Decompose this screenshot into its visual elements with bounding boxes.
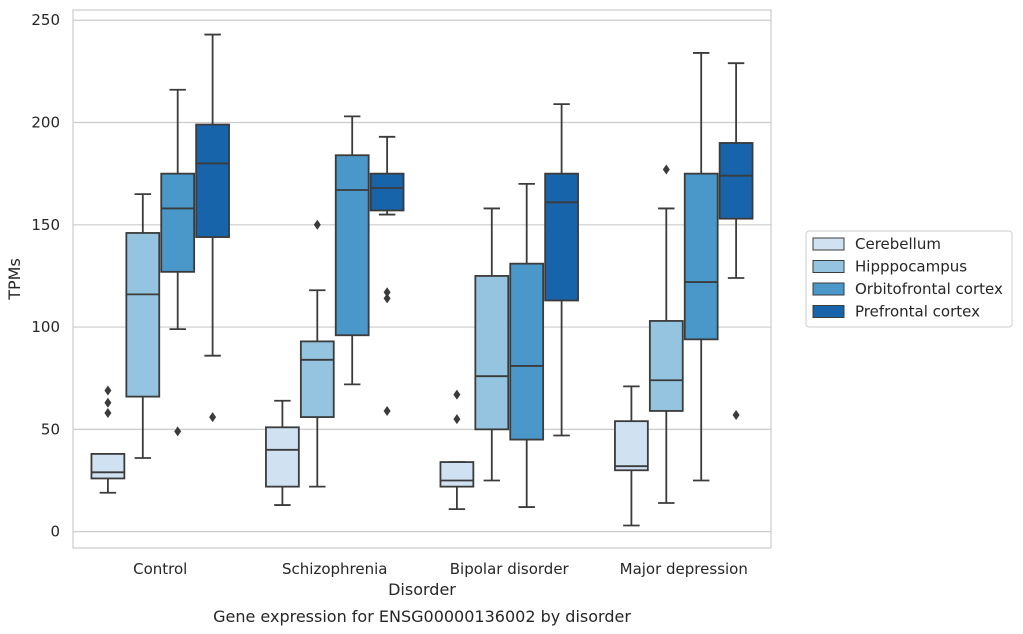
box-body bbox=[718, 142, 754, 220]
y-tick-labels: 0 50 100 150 200 250 bbox=[31, 11, 60, 540]
y-tick-50: 50 bbox=[41, 420, 60, 438]
x-tick-labels: Control Schizophrenia Bipolar disorder Majo… bbox=[133, 560, 748, 578]
outlier-point bbox=[383, 293, 391, 304]
x-axis-label: Disorder bbox=[388, 580, 456, 599]
box-body bbox=[439, 461, 475, 488]
legend-label-orbitofrontal-cortex: Orbitofrontal cortex bbox=[855, 280, 1003, 298]
x-tick-schizophrenia: Schizophrenia bbox=[282, 560, 387, 578]
legend-swatch-cerebellum bbox=[812, 237, 845, 251]
plot-frame bbox=[72, 9, 772, 549]
y-axis-label: TPMs bbox=[5, 258, 24, 301]
legend-label-prefrontal-cortex: Prefrontal cortex bbox=[855, 303, 980, 321]
outlier-point bbox=[104, 385, 112, 396]
box-body bbox=[544, 172, 579, 302]
outlier-point bbox=[383, 405, 391, 416]
legend-frame bbox=[805, 230, 1013, 328]
box-control-cerebellum bbox=[90, 385, 126, 494]
box-major-depression-cerebellum bbox=[614, 385, 649, 527]
box-control-orbitofrontal-cortex bbox=[160, 88, 196, 437]
box-control-hipppocampus bbox=[125, 193, 161, 459]
outlier-point bbox=[104, 407, 112, 418]
box-body bbox=[195, 123, 230, 238]
box-body bbox=[90, 453, 126, 480]
legend-swatch-hipppocampus bbox=[812, 260, 845, 273]
outlier-point bbox=[732, 410, 740, 421]
legend-swatch-orbitofrontal-cortex bbox=[812, 282, 845, 296]
box-major-depression-prefrontal-cortex bbox=[718, 62, 754, 421]
box-bipolar-disorder-orbitofrontal-cortex bbox=[509, 182, 545, 508]
box-body bbox=[125, 232, 161, 398]
box-major-depression-hipppocampus bbox=[648, 164, 684, 504]
legend-swatch-prefrontal-cortex bbox=[812, 305, 845, 318]
outlier-point bbox=[313, 219, 321, 230]
legend-label-hipppocampus: Hipppocampus bbox=[855, 258, 967, 276]
y-tick-150: 150 bbox=[31, 216, 60, 234]
box-bipolar-disorder-cerebellum bbox=[439, 389, 475, 511]
box-body bbox=[509, 262, 545, 441]
box-body bbox=[265, 426, 300, 488]
outlier-point bbox=[209, 412, 217, 423]
outlier-point bbox=[453, 414, 461, 425]
box-groups bbox=[90, 33, 754, 527]
box-body bbox=[683, 172, 719, 341]
y-tick-250: 250 bbox=[31, 11, 60, 29]
chart-title: Gene expression for ENSG00000136002 by d… bbox=[213, 607, 631, 626]
outlier-point bbox=[662, 164, 670, 175]
outlier-point bbox=[104, 397, 112, 408]
outlier-point bbox=[453, 389, 461, 400]
box-schizophrenia-cerebellum bbox=[265, 399, 300, 506]
x-tick-major-depression: Major depression bbox=[620, 560, 748, 578]
box-body bbox=[299, 340, 335, 418]
x-tick-control: Control bbox=[133, 560, 187, 578]
box-major-depression-orbitofrontal-cortex bbox=[683, 52, 719, 482]
legend: Cerebellum Hipppocampus Orbitofrontal cort… bbox=[805, 230, 1013, 328]
box-schizophrenia-prefrontal-cortex bbox=[369, 135, 405, 416]
box-body bbox=[474, 275, 510, 431]
box-body bbox=[160, 172, 196, 273]
x-tick-bipolar-disorder: Bipolar disorder bbox=[450, 560, 570, 578]
outlier-point bbox=[174, 426, 182, 437]
y-tick-0: 0 bbox=[50, 523, 60, 541]
box-bipolar-disorder-prefrontal-cortex bbox=[544, 103, 579, 437]
box-body bbox=[369, 172, 405, 212]
box-schizophrenia-orbitofrontal-cortex bbox=[334, 115, 370, 386]
y-tick-200: 200 bbox=[31, 114, 60, 132]
plot-area bbox=[73, 10, 771, 548]
outlier-point bbox=[383, 287, 391, 298]
legend-label-cerebellum: Cerebellum bbox=[855, 235, 941, 253]
box-bipolar-disorder-hipppocampus bbox=[474, 207, 510, 482]
box-body bbox=[334, 154, 370, 337]
box-body bbox=[648, 320, 684, 412]
box-body bbox=[614, 420, 649, 472]
y-tick-100: 100 bbox=[31, 318, 60, 336]
box-schizophrenia-hipppocampus bbox=[299, 219, 335, 488]
box-control-prefrontal-cortex bbox=[195, 33, 230, 423]
